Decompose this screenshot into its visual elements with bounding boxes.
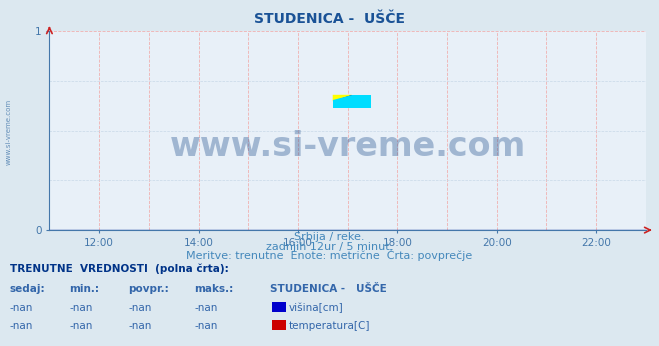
Text: Meritve: trenutne  Enote: metrične  Črta: povprečje: Meritve: trenutne Enote: metrične Črta: … (186, 249, 473, 261)
Text: -nan: -nan (194, 303, 217, 313)
Text: temperatura[C]: temperatura[C] (289, 321, 370, 331)
Bar (333, 95, 372, 108)
Polygon shape (333, 95, 352, 101)
Text: min.:: min.: (69, 284, 100, 294)
Text: www.si-vreme.com: www.si-vreme.com (169, 130, 526, 163)
Text: višina[cm]: višina[cm] (289, 302, 343, 313)
Text: STUDENICA -   UŠČE: STUDENICA - UŠČE (270, 284, 387, 294)
Text: Srbija / reke.: Srbija / reke. (295, 233, 364, 243)
Text: sedaj:: sedaj: (10, 284, 45, 294)
Polygon shape (333, 95, 372, 108)
Text: -nan: -nan (10, 303, 33, 313)
Text: -nan: -nan (129, 321, 152, 331)
Text: STUDENICA -  UŠČE: STUDENICA - UŠČE (254, 12, 405, 26)
Text: -nan: -nan (69, 303, 92, 313)
Text: zadnjih 12ur / 5 minut.: zadnjih 12ur / 5 minut. (266, 242, 393, 252)
Text: -nan: -nan (194, 321, 217, 331)
Text: -nan: -nan (129, 303, 152, 313)
Text: maks.:: maks.: (194, 284, 234, 294)
Text: -nan: -nan (69, 321, 92, 331)
Text: -nan: -nan (10, 321, 33, 331)
Text: povpr.:: povpr.: (129, 284, 169, 294)
Text: www.si-vreme.com: www.si-vreme.com (5, 98, 11, 165)
Text: TRENUTNE  VREDNOSTI  (polna črta):: TRENUTNE VREDNOSTI (polna črta): (10, 263, 229, 274)
